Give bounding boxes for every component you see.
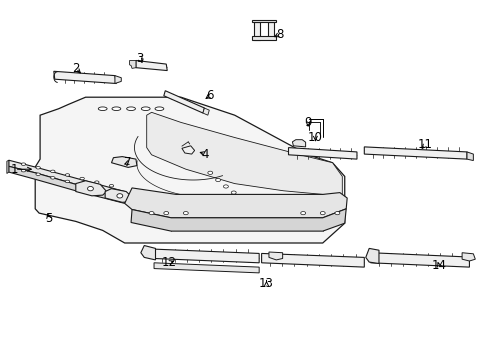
Polygon shape (9, 166, 124, 203)
Polygon shape (54, 71, 116, 84)
Polygon shape (136, 60, 167, 71)
Ellipse shape (244, 200, 248, 203)
Polygon shape (115, 76, 121, 84)
Ellipse shape (94, 187, 99, 190)
Polygon shape (111, 157, 137, 167)
Polygon shape (35, 97, 344, 243)
Polygon shape (288, 148, 356, 159)
Polygon shape (105, 189, 133, 202)
Polygon shape (461, 253, 474, 261)
Text: 12: 12 (161, 256, 176, 269)
Polygon shape (182, 146, 194, 154)
Ellipse shape (65, 180, 70, 183)
Polygon shape (163, 91, 204, 113)
Text: 14: 14 (431, 259, 446, 272)
Ellipse shape (117, 194, 122, 198)
Ellipse shape (215, 178, 220, 181)
Ellipse shape (163, 211, 168, 215)
Polygon shape (9, 160, 124, 197)
Ellipse shape (320, 211, 325, 215)
Ellipse shape (126, 107, 135, 111)
Ellipse shape (223, 185, 228, 188)
Polygon shape (466, 152, 472, 161)
Ellipse shape (80, 177, 84, 180)
Ellipse shape (112, 107, 121, 111)
Text: 2: 2 (72, 62, 80, 75)
Ellipse shape (80, 184, 84, 186)
Ellipse shape (94, 181, 99, 183)
Text: 1: 1 (11, 163, 19, 176)
Ellipse shape (155, 107, 163, 111)
Ellipse shape (51, 177, 55, 179)
Text: 6: 6 (206, 89, 214, 102)
Ellipse shape (98, 107, 107, 111)
Ellipse shape (65, 174, 70, 176)
Ellipse shape (146, 250, 151, 254)
Text: 13: 13 (259, 277, 273, 290)
Polygon shape (364, 147, 466, 159)
Ellipse shape (109, 184, 113, 187)
Text: 9: 9 (304, 116, 311, 129)
Polygon shape (131, 209, 346, 231)
Polygon shape (261, 253, 364, 267)
Ellipse shape (141, 107, 150, 111)
Ellipse shape (122, 160, 127, 164)
Ellipse shape (36, 173, 40, 175)
Ellipse shape (149, 211, 154, 215)
Text: 5: 5 (45, 212, 53, 225)
Polygon shape (365, 248, 378, 264)
Polygon shape (203, 108, 209, 115)
Ellipse shape (334, 211, 339, 215)
Text: 10: 10 (307, 131, 322, 144)
Text: 4: 4 (201, 148, 209, 161)
Polygon shape (129, 60, 136, 68)
Text: 8: 8 (275, 28, 283, 41)
Ellipse shape (369, 255, 374, 258)
Ellipse shape (51, 170, 55, 172)
Polygon shape (254, 22, 260, 40)
Polygon shape (154, 263, 259, 273)
Ellipse shape (87, 186, 93, 191)
Polygon shape (146, 112, 342, 198)
Polygon shape (267, 22, 273, 38)
Polygon shape (76, 181, 106, 196)
Ellipse shape (207, 171, 212, 174)
Polygon shape (141, 246, 155, 260)
Polygon shape (292, 140, 305, 147)
Ellipse shape (109, 191, 113, 193)
Polygon shape (154, 249, 259, 263)
Polygon shape (124, 188, 346, 218)
Ellipse shape (183, 211, 188, 215)
Ellipse shape (36, 166, 40, 169)
Polygon shape (370, 253, 468, 267)
Ellipse shape (272, 254, 277, 257)
Ellipse shape (300, 211, 305, 215)
Ellipse shape (253, 204, 257, 206)
Text: 7: 7 (124, 156, 132, 169)
Polygon shape (7, 160, 9, 174)
Ellipse shape (21, 163, 25, 165)
Polygon shape (268, 252, 282, 260)
Ellipse shape (231, 191, 236, 194)
Text: 11: 11 (417, 138, 432, 151)
Polygon shape (251, 36, 276, 40)
Text: 3: 3 (135, 52, 143, 65)
Polygon shape (251, 20, 276, 22)
Ellipse shape (21, 169, 25, 172)
